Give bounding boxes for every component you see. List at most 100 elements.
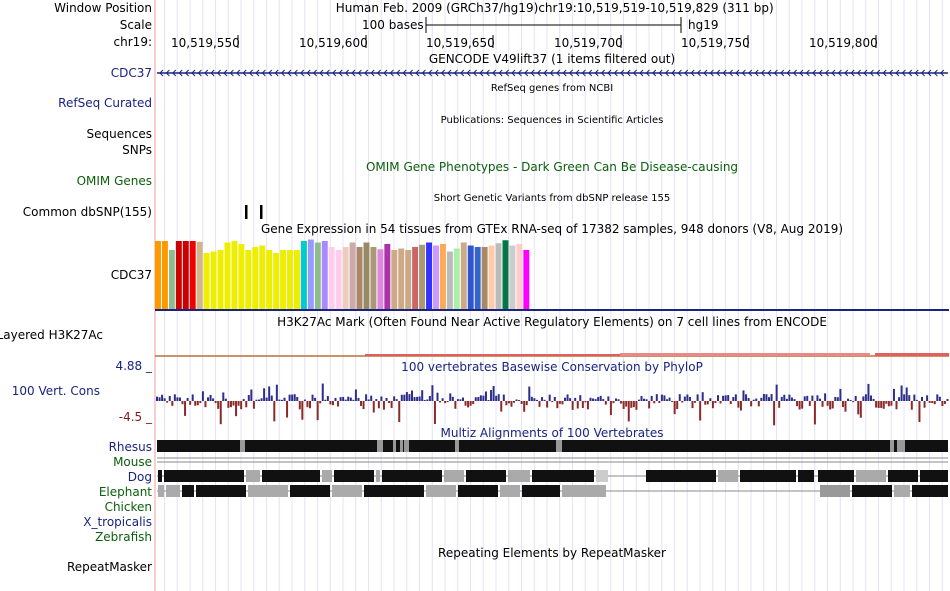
gtex-tissue-bar: [467, 245, 474, 310]
phylop-track-label[interactable]: 100 Vert. Cons: [11, 384, 100, 398]
gtex-tissue-bar: [439, 244, 446, 310]
phylop-bar: [436, 392, 439, 401]
phylop-bar: [352, 399, 355, 401]
strand-arrow: [223, 69, 228, 77]
phylop-bar: [678, 394, 681, 401]
gtex-tissue-bar: [516, 244, 523, 310]
strand-arrow: [165, 69, 170, 77]
h3k27ac-signal: [155, 353, 949, 357]
phylop-bar: [612, 401, 615, 404]
phylop-bar: [571, 401, 574, 410]
phylop-bar: [380, 396, 383, 401]
dbsnp-track-title: Short Genetic Variants from dbSNP releas…: [433, 193, 671, 204]
phylop-bar: [365, 394, 368, 401]
phylop-bar: [530, 396, 533, 401]
strand-arrow: [376, 69, 381, 77]
phylop-bar: [941, 401, 944, 407]
assembly-title: Human Feb. 2009 (GRCh37/hg19): [335, 1, 539, 15]
dog-alignment: [740, 470, 796, 482]
phylop-bar: [745, 394, 748, 401]
multiz-species-zebrafish[interactable]: Zebrafish: [95, 530, 152, 544]
phylop-bar: [936, 394, 939, 401]
ruler-tick-label: 10,519,750: [681, 36, 750, 50]
phylop-bar: [803, 396, 806, 401]
strand-arrow: [408, 69, 413, 77]
phylop-bar: [780, 396, 783, 401]
dog-alignment: [444, 470, 464, 482]
phylop-bar: [775, 384, 778, 401]
phylop-bar: [556, 401, 559, 409]
phylop-bar: [737, 401, 740, 408]
refseq-track-label[interactable]: RefSeq Curated: [58, 96, 152, 110]
phylop-bar: [691, 401, 694, 409]
phylop-bar: [377, 401, 380, 409]
phylop-bar: [688, 396, 691, 401]
gencode-track-label[interactable]: CDC37: [110, 66, 152, 80]
publications-sequences-label[interactable]: Sequences: [86, 127, 152, 141]
phylop-bar: [275, 384, 278, 401]
multiz-species-rhesus[interactable]: Rhesus: [108, 440, 152, 454]
phylop-bar: [854, 395, 857, 401]
strand-arrow: [901, 69, 906, 77]
phylop-bar: [882, 401, 885, 409]
multiz-species-elephant[interactable]: Elephant: [98, 485, 152, 499]
gtex-track-label[interactable]: CDC37: [110, 268, 152, 282]
gtex-tissue-bar: [300, 241, 307, 310]
strand-arrow: [850, 69, 855, 77]
multiz-species-mouse[interactable]: Mouse: [113, 455, 152, 469]
strand-arrow: [588, 69, 593, 77]
phylop-bar: [533, 398, 536, 401]
strand-arrow: [568, 69, 573, 77]
rhesus-gap: [393, 440, 396, 452]
phylop-bar: [291, 394, 294, 401]
phylop-bar: [714, 401, 717, 404]
dog-alignment: [596, 470, 608, 482]
phylop-bar: [709, 398, 712, 401]
omim-track-label[interactable]: OMIM Genes: [76, 174, 152, 188]
phylop-bar: [569, 398, 572, 401]
phylop-bar: [645, 399, 648, 401]
phylop-bar: [938, 396, 941, 401]
phylop-bar: [734, 394, 737, 401]
strand-arrow: [229, 69, 234, 77]
multiz-species-dog[interactable]: Dog: [127, 470, 152, 484]
phylop-bar: [704, 401, 707, 405]
gtex-tissue-bar: [398, 248, 405, 310]
phylop-bar: [880, 401, 883, 408]
multiz-species-chicken[interactable]: Chicken: [104, 500, 152, 514]
phylop-bar: [867, 383, 870, 401]
phylop-signal: [156, 383, 949, 426]
strand-arrow: [677, 69, 682, 77]
phylop-bar: [459, 399, 462, 401]
phylop-bar: [219, 401, 222, 425]
gtex-tissue-bar: [502, 240, 509, 310]
refseq-track-title: RefSeq genes from NCBI: [490, 83, 614, 94]
phylop-bar: [561, 401, 564, 405]
multiz-species-xtropicalis[interactable]: X_tropicalis: [83, 515, 152, 529]
strand-arrow: [639, 69, 644, 77]
phylop-bar: [265, 397, 268, 401]
h3k27ac-track-label[interactable]: Layered H3K27Ac: [0, 328, 103, 342]
repeatmasker-track-label[interactable]: RepeatMasker: [66, 560, 152, 574]
ruler-tick-label: 10,519,800: [809, 36, 878, 50]
phylop-bar: [428, 395, 431, 401]
strand-arrow: [549, 69, 554, 77]
strand-arrow: [287, 69, 292, 77]
phylop-bar: [278, 399, 281, 401]
strand-arrow: [421, 69, 426, 77]
phylop-bar: [668, 397, 671, 401]
phylop-bar: [829, 401, 832, 410]
dbsnp-track-label[interactable]: Common dbSNP(155): [22, 205, 152, 219]
gtex-tissue-bar: [294, 250, 300, 310]
phylop-bar: [411, 390, 413, 401]
phylop-bar: [584, 401, 587, 403]
phylop-bar: [905, 387, 908, 401]
dog-alignment: [382, 470, 442, 482]
phylop-bar: [528, 386, 531, 401]
publications-snps-label[interactable]: SNPs: [122, 143, 152, 157]
phylop-bar: [237, 401, 240, 406]
strand-arrow: [402, 69, 407, 77]
phylop-bar: [354, 389, 357, 401]
